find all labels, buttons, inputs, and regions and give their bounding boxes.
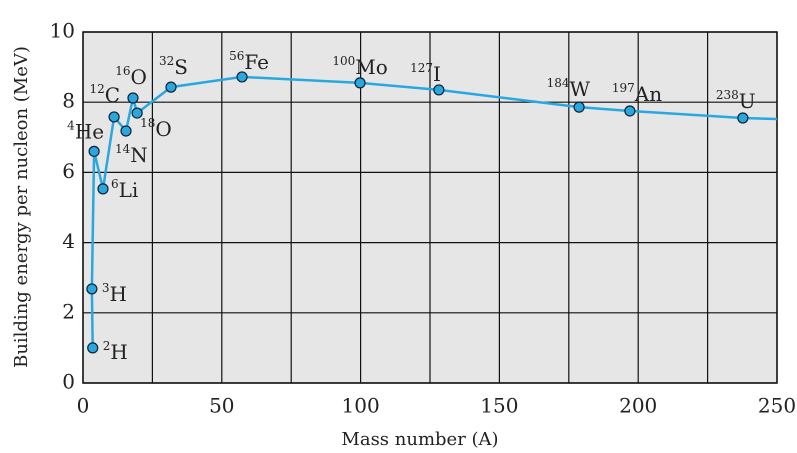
- x-tick-label: 250: [758, 394, 796, 418]
- label-superscript: 4: [67, 118, 75, 132]
- label-superscript: 100: [332, 53, 355, 67]
- label-superscript: 32: [159, 54, 174, 68]
- label-superscript: 127: [410, 60, 433, 74]
- y-tick-label: 6: [62, 159, 75, 183]
- label-symbol: U: [739, 88, 756, 112]
- label-superscript: 12: [89, 81, 104, 95]
- data-point: [87, 342, 99, 354]
- y-tick-label: 10: [50, 19, 75, 43]
- point-label: 12C: [89, 81, 120, 106]
- label-symbol: C: [105, 82, 120, 106]
- data-point: [165, 81, 177, 93]
- label-superscript: 14: [115, 141, 131, 155]
- data-point: [108, 111, 120, 123]
- label-symbol: I: [433, 61, 441, 85]
- label-superscript: 16: [115, 63, 130, 77]
- label-superscript: 238: [716, 87, 739, 101]
- y-tick-label: 2: [62, 299, 75, 323]
- x-tick-label: 150: [480, 394, 518, 418]
- point-label: 14N: [115, 141, 148, 166]
- data-point: [127, 92, 139, 104]
- point-label: 6Li: [111, 176, 138, 201]
- point-label: 2H: [103, 338, 128, 363]
- data-point: [120, 125, 132, 137]
- data-point: [236, 71, 248, 83]
- label-symbol: He: [75, 119, 104, 143]
- y-tick-label: 8: [62, 89, 75, 113]
- x-tick-label: 100: [342, 394, 380, 418]
- x-tick-label: 0: [77, 394, 90, 418]
- curve: [90, 75, 778, 348]
- point-label: 4He: [67, 118, 104, 143]
- label-symbol: Fe: [244, 49, 269, 73]
- label-symbol: H: [110, 281, 127, 305]
- y-tick-label: 4: [62, 229, 75, 253]
- label-symbol: An: [634, 81, 662, 105]
- y-tick-label: 0: [62, 370, 75, 394]
- point-label: 197An: [612, 80, 662, 105]
- label-symbol: S: [174, 55, 188, 79]
- data-point: [97, 183, 109, 195]
- x-axis-title: Mass number (A): [341, 429, 498, 450]
- data-point: [737, 112, 749, 124]
- data-point: [624, 105, 636, 117]
- point-label: 3H: [102, 280, 127, 305]
- data-point: [88, 145, 100, 157]
- label-superscript: 18: [140, 116, 155, 130]
- point-label: 238U: [716, 87, 756, 112]
- label-superscript: 56: [229, 48, 244, 62]
- point-label: 18O: [140, 116, 172, 141]
- point-label: 32S: [159, 54, 188, 79]
- label-symbol: O: [131, 64, 147, 88]
- point-label: 16O: [115, 63, 147, 88]
- label-superscript: 6: [111, 176, 119, 190]
- label-symbol: H: [110, 339, 127, 363]
- label-superscript: 184: [547, 76, 570, 90]
- label-symbol: Mo: [355, 54, 388, 78]
- point-label: 56Fe: [229, 48, 269, 73]
- label-symbol: N: [130, 142, 148, 166]
- data-point: [433, 84, 445, 96]
- data-point: [354, 77, 366, 89]
- data-point: [573, 101, 585, 113]
- point-label: 184W: [547, 76, 591, 101]
- x-tick-label: 50: [209, 394, 234, 418]
- label-superscript: 197: [612, 80, 635, 94]
- label-superscript: 2: [103, 338, 111, 352]
- point-label: 100Mo: [332, 53, 387, 78]
- label-superscript: 3: [102, 280, 110, 294]
- data-point: [86, 283, 98, 295]
- label-symbol: Li: [119, 177, 139, 201]
- point-label: 127I: [410, 60, 441, 85]
- y-axis-title: Building energy per nucleon (MeV): [11, 46, 32, 368]
- data-point: [131, 107, 143, 119]
- label-symbol: O: [155, 117, 171, 141]
- x-tick-label: 200: [619, 394, 657, 418]
- label-symbol: W: [570, 77, 591, 101]
